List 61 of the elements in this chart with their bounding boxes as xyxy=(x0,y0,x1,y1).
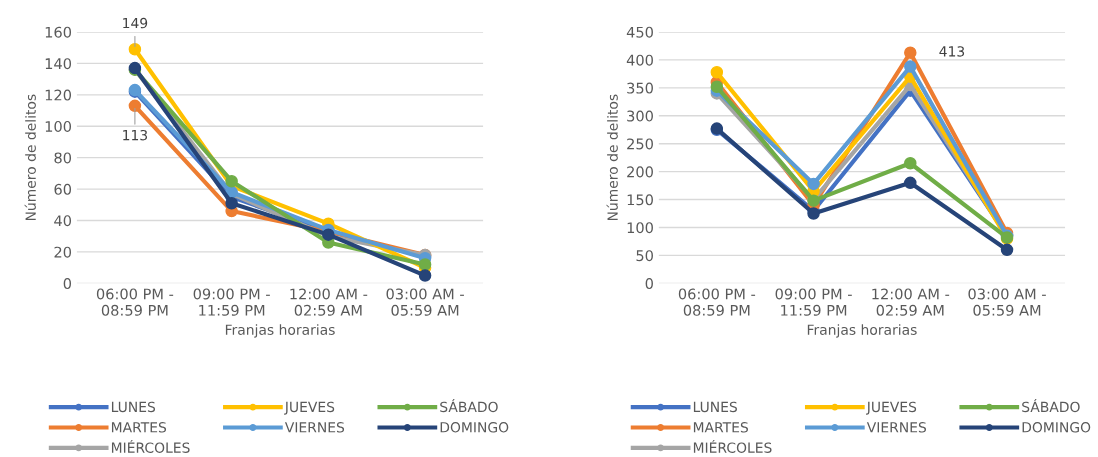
y-tick-label: 250 xyxy=(627,138,653,150)
x-tick-label: 12:00 AM - 02:59 AM xyxy=(290,288,368,316)
x-axis-title: Franjas horarias xyxy=(807,324,917,338)
point xyxy=(710,65,724,79)
point xyxy=(225,174,238,188)
point xyxy=(904,156,917,170)
point xyxy=(904,60,917,73)
data-label: 413 xyxy=(939,46,965,57)
x-tick-label: 06:00 PM - 08:59 PM xyxy=(678,288,756,316)
legend-label: JUEVES xyxy=(866,401,917,415)
point xyxy=(418,269,432,282)
y-tick-label: 140 xyxy=(45,58,72,70)
point xyxy=(128,43,142,56)
point xyxy=(904,176,917,190)
y-axis-title: Número de delitos xyxy=(606,94,618,221)
y-tick-label: 100 xyxy=(45,120,72,132)
legend-label: MIÉRCOLES xyxy=(111,439,190,453)
legend-label: JUEVES xyxy=(284,401,335,415)
y-tick-label: 150 xyxy=(627,194,653,206)
legend-label: DOMINGO xyxy=(1022,422,1091,433)
x-tick-label: 09:00 PM - 11:59 PM xyxy=(193,288,270,316)
x-tick-label: 06:00 PM - 08:59 PM xyxy=(96,288,174,316)
legend-label: MARTES xyxy=(111,422,167,433)
legend-label: MARTES xyxy=(693,422,748,433)
x-tick-label: 09:00 PM - 11:59 PM xyxy=(775,288,852,316)
x-tick-label: 03:00 AM - 05:59 AM xyxy=(968,288,1046,316)
y-tick-label: 0 xyxy=(63,278,72,290)
y-tick-label: 100 xyxy=(627,222,653,234)
legend-label: SÁBADO xyxy=(1022,399,1080,413)
y-tick-label: 450 xyxy=(626,26,653,38)
y-tick-label: 120 xyxy=(45,89,72,101)
y-tick-label: 400 xyxy=(626,54,653,66)
point xyxy=(1000,243,1014,257)
point xyxy=(710,80,724,93)
point xyxy=(807,177,820,191)
y-tick-label: 160 xyxy=(45,26,72,38)
point xyxy=(225,196,238,210)
data-label: 149 xyxy=(123,17,148,29)
y-tick-label: 300 xyxy=(627,110,653,122)
legend-label: LUNES xyxy=(111,401,156,413)
y-tick-label: 20 xyxy=(54,246,72,258)
y-tick-label: 80 xyxy=(54,152,72,164)
legend-label: SÁBADO xyxy=(440,399,498,413)
legend-label: VIERNES xyxy=(866,422,927,433)
x-axis-title: Franjas horarias xyxy=(225,324,335,338)
y-tick-label: 60 xyxy=(54,183,72,195)
y-tick-label: 50 xyxy=(636,250,653,262)
x-tick-label: 12:00 AM - 02:59 AM xyxy=(872,288,950,316)
legend-label: VIERNES xyxy=(284,422,345,433)
legend-label: DOMINGO xyxy=(440,422,509,433)
point xyxy=(904,46,917,59)
y-tick-label: 350 xyxy=(627,82,653,94)
y-tick-label: 200 xyxy=(627,166,653,178)
legend-label: MIÉRCOLES xyxy=(693,439,772,453)
y-axis-title: Número de delitos xyxy=(24,94,36,221)
y-tick-label: 0 xyxy=(645,278,653,290)
legend-label: LUNES xyxy=(693,401,737,413)
point xyxy=(128,99,142,113)
y-tick-label: 40 xyxy=(54,215,72,227)
x-tick-label: 03:00 AM - 05:59 AM xyxy=(386,288,464,316)
data-label: 113 xyxy=(123,129,148,141)
